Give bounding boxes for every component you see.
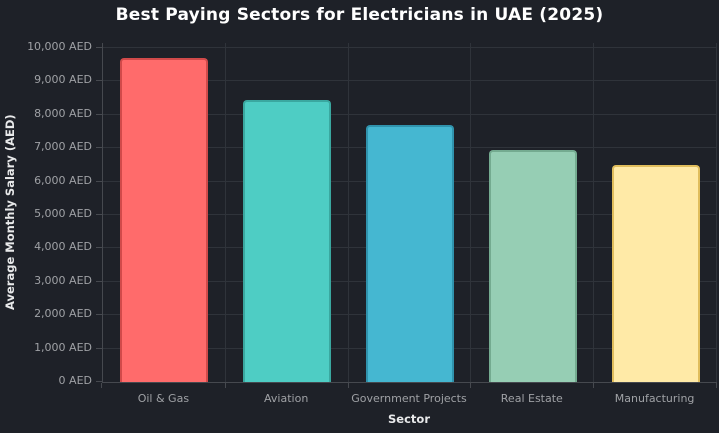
y-tick-label: 5,000 AED	[34, 207, 92, 220]
x-tick-mark	[716, 383, 717, 388]
y-tick-mark	[96, 113, 102, 115]
y-tick-mark	[96, 214, 102, 215]
x-tick-label: Manufacturing	[614, 392, 695, 405]
x-gridline	[470, 43, 472, 382]
y-tick-label: 1,000 AED	[34, 340, 92, 354]
x-gridline	[593, 43, 595, 382]
y-tick-mark	[96, 314, 102, 316]
y-tick-mark	[96, 180, 102, 182]
y-tick-label: 7,000 AED	[34, 140, 92, 154]
y-tick-mark	[96, 280, 102, 282]
x-tick-label: Aviation	[264, 392, 309, 405]
x-tick-label: Government Projects	[351, 392, 467, 405]
x-axis-title: Sector	[388, 412, 430, 426]
y-tick-mark	[96, 147, 102, 149]
bar-real-estate	[488, 149, 577, 382]
x-tick-mark	[101, 383, 102, 388]
x-tick-label: Real Estate	[500, 392, 563, 405]
y-tick-label: 2,000 AED	[34, 307, 92, 321]
chart-title: Best Paying Sectors for Electricians in …	[115, 5, 604, 25]
x-tick-label: Oil & Gas	[137, 392, 190, 405]
x-gridline	[716, 43, 717, 382]
x-tick-mark	[470, 383, 472, 388]
y-tick-mark	[96, 80, 102, 82]
bar-manufacturing	[611, 164, 700, 382]
bar-oil-gas	[120, 58, 209, 382]
x-tick-mark	[347, 383, 349, 388]
y-tick-label: 10,000 AED	[27, 40, 92, 53]
y-gridline	[103, 47, 717, 48]
x-tick-mark	[593, 383, 595, 388]
y-tick-mark	[96, 47, 102, 48]
y-tick-label: 6,000 AED	[34, 173, 92, 187]
x-gridline	[347, 43, 349, 382]
y-gridline	[103, 80, 717, 82]
y-tick-label: 8,000 AED	[34, 106, 92, 120]
y-tick-mark	[96, 381, 102, 382]
y-tick-label: 3,000 AED	[34, 273, 92, 287]
y-tick-mark	[96, 247, 102, 249]
bar-aviation	[243, 99, 332, 382]
x-gridline	[224, 43, 226, 382]
y-tick-label: 9,000 AED	[34, 73, 92, 87]
y-tick-mark	[96, 347, 102, 349]
y-tick-label: 4,000 AED	[34, 240, 92, 254]
x-tick-mark	[224, 383, 226, 388]
bar-government-projects	[366, 124, 454, 382]
y-gridline	[103, 113, 717, 115]
y-tick-label: 0 AED	[58, 374, 92, 387]
plot-area	[102, 43, 717, 383]
